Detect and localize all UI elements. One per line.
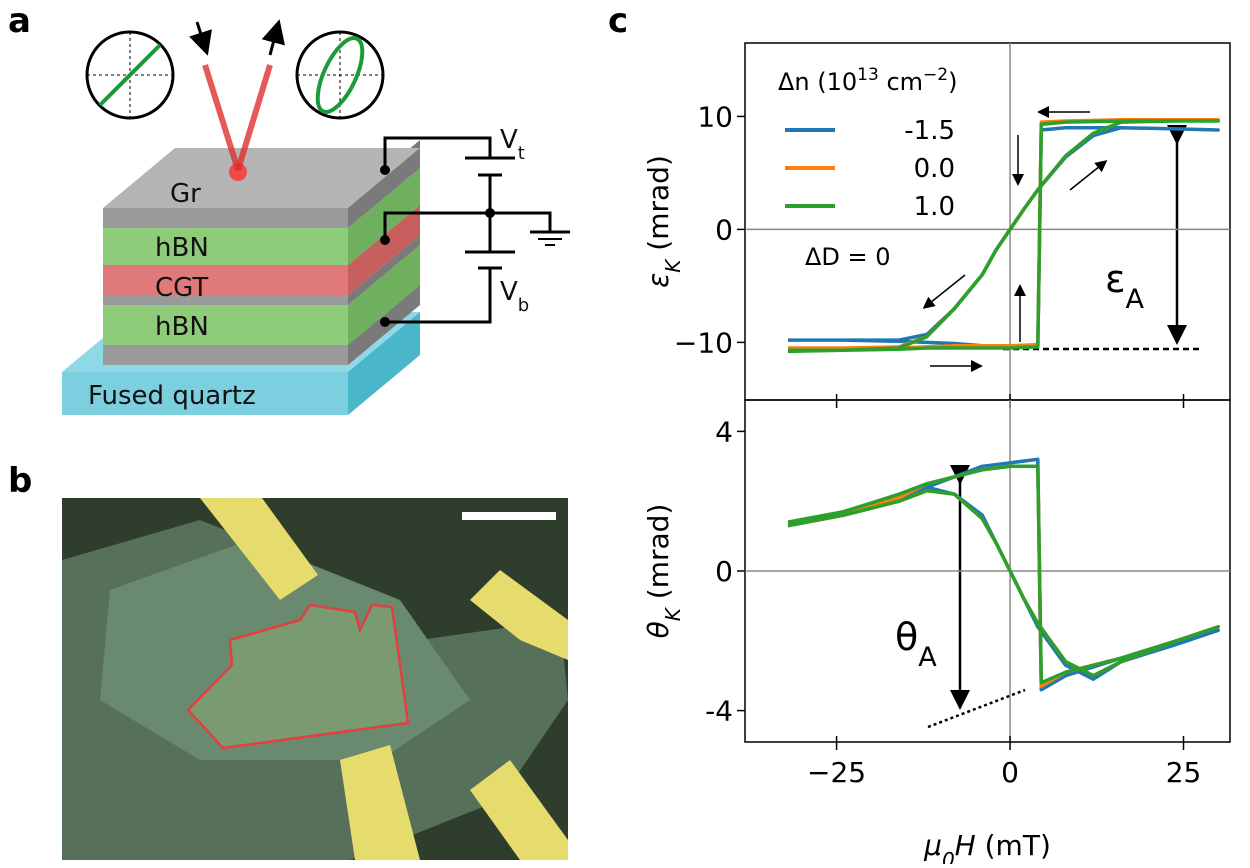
figure: a b c Gr hBN CGT hBN Fused quartz Vt Vb bbox=[0, 0, 1250, 864]
x-tick-label: 0 bbox=[1001, 756, 1019, 789]
x-axis-label: μ0H (mT) bbox=[923, 829, 1051, 864]
legend-title-part: Δn (10 bbox=[778, 68, 857, 96]
y-axis-label-part: (mrad) bbox=[642, 504, 675, 608]
legend-label: 1.0 bbox=[914, 192, 955, 222]
v: V bbox=[500, 277, 518, 307]
x-axis-label-part: μ bbox=[923, 829, 942, 862]
x-tick-label: −25 bbox=[807, 756, 866, 789]
data-line bbox=[788, 120, 1218, 349]
y-tick-label: -4 bbox=[705, 695, 733, 728]
symbol-label-part: θ bbox=[895, 615, 918, 659]
data-line bbox=[788, 121, 1218, 351]
legend-title-part: 13 bbox=[857, 65, 879, 85]
y-axis-label-part: θ bbox=[642, 621, 675, 638]
symbol-label: θA bbox=[895, 615, 937, 673]
legend-label: 0.0 bbox=[914, 154, 955, 184]
layer-label: hBN bbox=[155, 312, 209, 342]
legend-label: -1.5 bbox=[904, 116, 955, 146]
guides bbox=[925, 112, 1200, 727]
y-tick-label: −10 bbox=[674, 326, 733, 359]
voltage-label: Vb bbox=[500, 277, 529, 316]
data-line bbox=[788, 466, 1218, 682]
y-axis-label-part: (mrad) bbox=[642, 155, 675, 259]
v: V bbox=[500, 125, 518, 155]
y-tick-label: 4 bbox=[715, 415, 733, 448]
legend-title-part: −2 bbox=[923, 65, 948, 85]
annotation: ΔD = 0 bbox=[805, 243, 891, 271]
y-tick-label: 0 bbox=[715, 555, 733, 588]
layer-label: hBN bbox=[155, 233, 209, 263]
symbol-label: εA bbox=[1105, 257, 1145, 315]
y-tick-label: 0 bbox=[715, 213, 733, 246]
y-axis-label-part: ε bbox=[642, 273, 675, 288]
panel-label: a bbox=[8, 1, 31, 41]
legend-title-part: ) bbox=[948, 68, 957, 96]
layer-label: CGT bbox=[155, 273, 208, 303]
y-axis-label: θK (mrad) bbox=[642, 504, 685, 639]
micrograph bbox=[62, 498, 568, 860]
layer-label: Fused quartz bbox=[88, 381, 256, 411]
symbol-label-part: A bbox=[1126, 284, 1145, 315]
symbol-label-part: ε bbox=[1105, 257, 1126, 301]
layer-label: Gr bbox=[170, 179, 201, 209]
legend-title-part: cm bbox=[879, 68, 923, 96]
x-axis-label-part: H bbox=[955, 829, 976, 862]
v-sub: b bbox=[518, 295, 529, 316]
data-line bbox=[788, 459, 1218, 689]
x-tick-label: 25 bbox=[1166, 756, 1202, 789]
x-axis-label-part: 0 bbox=[942, 848, 955, 864]
x-axis-label-part: (mT) bbox=[976, 829, 1051, 862]
v-sub: t bbox=[518, 143, 525, 164]
panel-label: b bbox=[8, 461, 32, 501]
y-axis-label: εK (mrad) bbox=[642, 155, 685, 288]
panel-label: c bbox=[608, 1, 628, 41]
symbol-label-part: A bbox=[918, 642, 937, 673]
legend-title: Δn (1013 cm−2) bbox=[778, 65, 957, 96]
y-tick-label: 10 bbox=[697, 100, 733, 133]
device-diagram: Gr hBN CGT hBN Fused quartz Vt Vb bbox=[62, 22, 570, 415]
